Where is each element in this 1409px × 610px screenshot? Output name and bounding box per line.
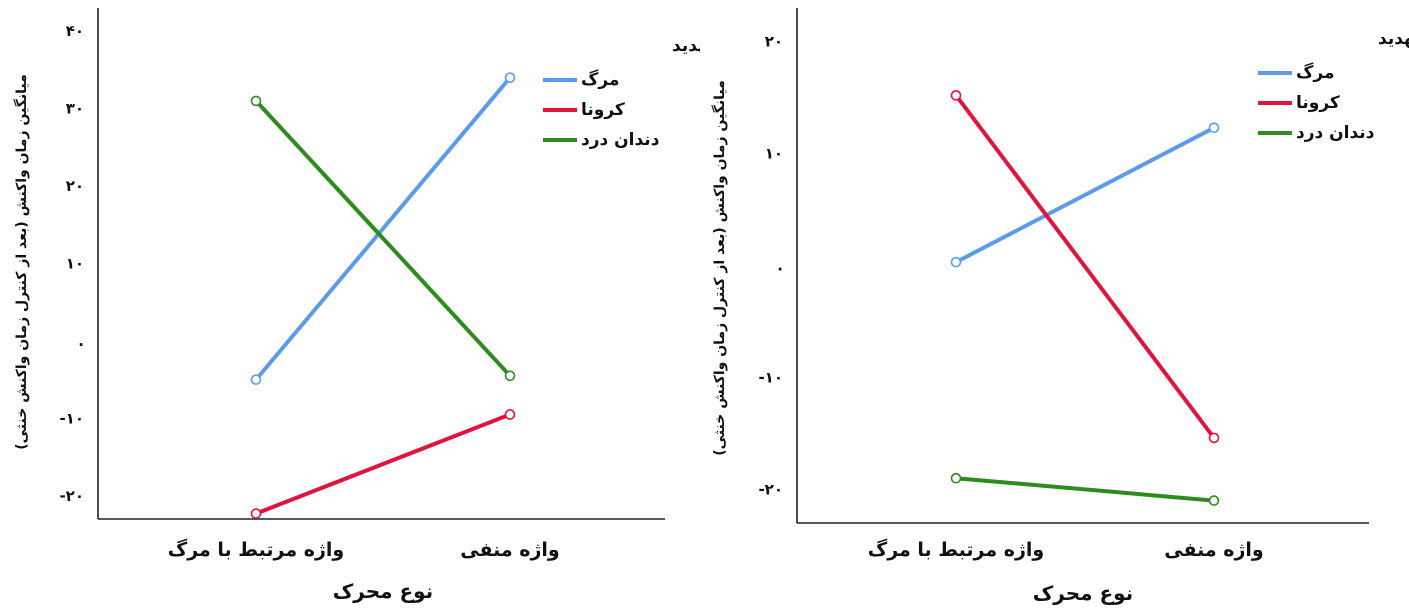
series-line xyxy=(254,412,512,516)
series-line xyxy=(254,75,512,382)
legend-entry: کرونا xyxy=(1296,93,1340,113)
x-category-label: واژه منفی xyxy=(460,539,560,561)
y-axis-title: میانگین زمان واکنش (بعد از کنترل زمان وا… xyxy=(13,74,30,450)
y-tick-label: ۴۰ xyxy=(66,22,84,40)
x-axis-title: نوع محرک xyxy=(333,579,433,603)
series-0 xyxy=(950,122,1220,268)
chart-panel-right: -۲۰ -۱۰. ۱۰ ۲۰ واژه مرتبط با مرگ واژه منفی نوع… xyxy=(700,0,1409,610)
data-point xyxy=(504,370,516,382)
series-line xyxy=(954,476,1216,503)
legend: نوع تهدید مرگ کرونا دندان درد xyxy=(543,36,700,150)
chart-0: -۲۰ -۱۰. ۱۰ ۲۰ ۳۰ ۴۰ واژه مرتبط با مرگ واژه منف… xyxy=(13,8,700,603)
data-point xyxy=(1208,495,1220,506)
y-tick-label: ۳۰ xyxy=(66,100,84,118)
line-chart-right: -۲۰ -۱۰. ۱۰ ۲۰ واژه مرتبط با مرگ واژه منفی نوع… xyxy=(711,8,1409,605)
y-tick-label: -۲۰ xyxy=(758,480,783,498)
y-tick-label: . xyxy=(78,332,84,350)
series-1 xyxy=(250,409,516,519)
data-point xyxy=(504,409,516,420)
legend-entry: مرگ xyxy=(1296,63,1335,83)
data-point xyxy=(1208,122,1220,134)
series-2 xyxy=(950,472,1220,506)
line-chart-left: -۲۰ -۱۰. ۱۰ ۲۰ ۳۰ ۴۰ واژه مرتبط با مرگ واژه منف… xyxy=(13,8,700,603)
x-axis-title: نوع محرک xyxy=(1033,581,1133,605)
data-point xyxy=(950,256,962,268)
legend-entry: دندان درد xyxy=(581,130,660,150)
legend-entry: مرگ xyxy=(581,70,620,90)
x-category-label: واژه مرتبط با مرگ xyxy=(868,538,1044,561)
legend: نوع تهدید مرگ کرونا دندان درد xyxy=(1258,29,1409,143)
legend-entry: کرونا xyxy=(581,100,625,120)
y-tick-label: -۱۰ xyxy=(59,409,84,427)
x-category-label: واژه منفی xyxy=(1164,539,1264,561)
legend-title: نوع تهدید xyxy=(672,36,700,56)
series-line xyxy=(254,98,512,378)
y-tick-label: ۲۰ xyxy=(765,33,783,51)
series-2 xyxy=(250,95,516,382)
y-tick-label: ۲۰ xyxy=(66,177,84,195)
chart-1: -۲۰ -۱۰. ۱۰ ۲۰ واژه مرتبط با مرگ واژه منفی نوع… xyxy=(711,8,1409,605)
y-tick-label: . xyxy=(777,257,783,275)
series-0 xyxy=(250,72,516,385)
data-point xyxy=(1208,432,1220,444)
data-point xyxy=(950,90,962,101)
data-point xyxy=(250,374,262,385)
legend-entry: دندان درد xyxy=(1296,123,1375,143)
data-point xyxy=(950,472,962,484)
x-category-label: واژه مرتبط با مرگ xyxy=(168,538,344,561)
data-point xyxy=(504,72,516,83)
y-tick-label: ۱۰ xyxy=(66,255,84,273)
y-tick-label: -۲۰ xyxy=(59,487,84,505)
y-tick-label: -۱۰ xyxy=(758,368,783,386)
series-line xyxy=(954,125,1216,265)
chart-panel-left: -۲۰ -۱۰. ۱۰ ۲۰ ۳۰ ۴۰ واژه مرتبط با مرگ واژه منف… xyxy=(0,0,700,610)
legend-title: نوع تهدید xyxy=(1378,29,1409,49)
y-tick-label: ۱۰ xyxy=(765,145,783,163)
series-line xyxy=(954,93,1216,440)
data-point xyxy=(250,95,262,107)
series-1 xyxy=(950,90,1220,444)
data-point xyxy=(250,508,262,519)
y-axis-title: میانگین زمان واکنش (بعد از کنترل زمان وا… xyxy=(711,80,728,456)
